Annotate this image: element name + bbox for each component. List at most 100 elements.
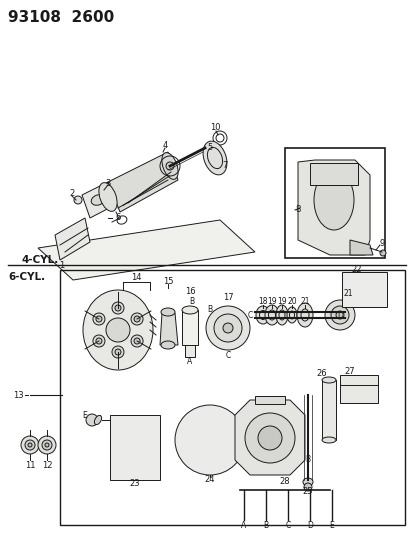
Text: 19: 19 (266, 297, 276, 306)
Bar (60, 270, 404, 525)
Text: 4: 4 (162, 141, 167, 149)
Ellipse shape (99, 183, 117, 212)
Ellipse shape (83, 290, 153, 370)
Text: 27: 27 (344, 367, 354, 376)
Text: C: C (225, 351, 230, 360)
Ellipse shape (324, 300, 354, 330)
Text: 9: 9 (379, 239, 385, 248)
Text: 1: 1 (59, 262, 64, 271)
Text: B: B (207, 305, 212, 314)
Ellipse shape (286, 307, 296, 323)
Circle shape (86, 414, 98, 426)
Ellipse shape (321, 377, 335, 383)
Circle shape (28, 443, 32, 447)
Circle shape (112, 302, 124, 314)
Polygon shape (235, 400, 304, 475)
Ellipse shape (330, 306, 348, 324)
Text: B: B (305, 456, 310, 464)
Ellipse shape (161, 341, 175, 349)
Bar (321, 380, 335, 440)
Bar (254, 396, 284, 404)
Text: 26: 26 (316, 369, 327, 378)
Ellipse shape (91, 195, 104, 205)
Text: D: D (336, 311, 342, 319)
Polygon shape (108, 152, 178, 212)
Text: 5: 5 (207, 143, 212, 152)
Bar (339, 375, 377, 403)
Text: 21: 21 (299, 297, 309, 306)
Circle shape (112, 346, 124, 358)
Ellipse shape (202, 141, 226, 175)
Text: 17: 17 (222, 294, 233, 303)
Text: 12: 12 (42, 461, 52, 470)
Text: A: A (241, 521, 246, 529)
Ellipse shape (214, 314, 242, 342)
Polygon shape (38, 220, 254, 280)
Text: E: E (83, 410, 87, 419)
Ellipse shape (313, 170, 353, 230)
Ellipse shape (94, 415, 101, 425)
Ellipse shape (264, 305, 278, 325)
Text: 10: 10 (209, 124, 220, 133)
Circle shape (45, 443, 49, 447)
Ellipse shape (321, 437, 335, 443)
Polygon shape (159, 313, 178, 345)
Ellipse shape (255, 306, 269, 324)
Text: C: C (247, 311, 252, 319)
Polygon shape (82, 182, 115, 218)
Circle shape (379, 250, 385, 256)
Text: 6: 6 (115, 214, 121, 222)
Ellipse shape (296, 303, 312, 327)
Text: 20: 20 (287, 297, 296, 306)
Circle shape (38, 436, 56, 454)
Ellipse shape (206, 306, 249, 350)
Text: 25: 25 (302, 488, 313, 497)
Circle shape (96, 338, 102, 344)
Text: 4-CYL.: 4-CYL. (22, 255, 59, 265)
Circle shape (131, 335, 143, 347)
Circle shape (115, 305, 121, 311)
Circle shape (303, 483, 311, 491)
Text: E: E (329, 521, 334, 529)
Circle shape (115, 349, 121, 355)
Text: 22: 22 (351, 265, 361, 274)
Circle shape (131, 313, 143, 325)
Circle shape (93, 313, 104, 325)
Ellipse shape (161, 308, 175, 316)
Text: B: B (189, 297, 194, 306)
Text: 19: 19 (277, 297, 286, 306)
Text: 8: 8 (294, 206, 300, 214)
Text: C: C (285, 521, 290, 529)
Text: A: A (187, 358, 192, 367)
Ellipse shape (335, 311, 343, 319)
Text: 3: 3 (105, 179, 110, 188)
Text: 15: 15 (162, 278, 173, 287)
Circle shape (166, 162, 173, 170)
Circle shape (74, 196, 82, 204)
Text: 18: 18 (258, 297, 267, 306)
Circle shape (96, 316, 102, 322)
Bar (182, 310, 197, 345)
Text: 93108  2600: 93108 2600 (8, 10, 114, 25)
Ellipse shape (302, 478, 312, 486)
Circle shape (134, 316, 140, 322)
Circle shape (134, 338, 140, 344)
Text: 2: 2 (69, 189, 74, 198)
Circle shape (244, 413, 294, 463)
Text: B: B (263, 521, 268, 529)
Text: 13: 13 (13, 391, 23, 400)
Text: 11: 11 (25, 461, 35, 470)
Text: 7: 7 (222, 160, 227, 169)
Polygon shape (309, 163, 357, 185)
Bar (284, 148, 384, 258)
Ellipse shape (275, 305, 287, 325)
Bar (110, 415, 159, 480)
Text: 21: 21 (342, 289, 352, 298)
Polygon shape (349, 240, 372, 255)
Text: D: D (306, 521, 312, 529)
Circle shape (21, 436, 39, 454)
Bar (341, 272, 386, 307)
Circle shape (42, 440, 52, 450)
Bar (185, 345, 195, 357)
Circle shape (175, 405, 244, 475)
